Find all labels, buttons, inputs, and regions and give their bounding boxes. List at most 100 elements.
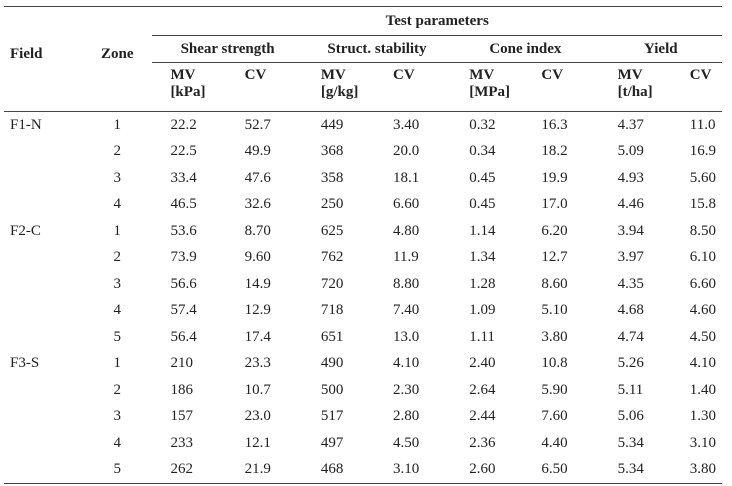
cv-cell: 3.10 (393, 456, 452, 484)
mv-cell: 262 (170, 456, 245, 484)
mv-cell: 157 (170, 408, 193, 425)
spacer-cell (600, 351, 618, 378)
table-body: F1-N 1 22.2 52.7 449 3.40 0.32 16.3 4.37 11.0 2 22.… (4, 112, 722, 484)
field-cell (4, 245, 82, 272)
spacer-cell (152, 245, 170, 272)
spacer-cell (152, 324, 170, 351)
mv-label: MV (170, 67, 196, 83)
zone-cell: 2 (113, 381, 122, 398)
cv-cell: 5.60 (689, 169, 717, 186)
zone-cell: 5 (113, 328, 122, 345)
mv-cell: 57.4 (170, 302, 197, 319)
cv-cell: 10.7 (244, 381, 271, 398)
zone-cell: 1 (113, 116, 122, 133)
spacer-cell (600, 192, 618, 219)
spacer-cell (600, 404, 618, 431)
cv-cell: 8.70 (244, 222, 271, 239)
spacer-cell (600, 377, 618, 404)
table-row: F2-C 1 53.6 8.70 625 4.80 1.14 6.20 3.94 8.50 (4, 218, 722, 245)
cv-cell: 23.0 (244, 408, 271, 425)
mv-cell: 468 (320, 456, 394, 484)
spacer-cell (451, 139, 469, 166)
cv-cell: 5.10 (541, 302, 568, 319)
mv-cell: 5.34 (617, 456, 690, 484)
field-cell (4, 324, 82, 351)
field-cell (4, 192, 82, 219)
spacer-cell (600, 165, 618, 192)
cv-cell: 17.4 (244, 328, 271, 345)
mv-cell: 2.44 (469, 408, 496, 425)
spacer-cell (451, 271, 469, 298)
mv-cell: 4.35 (617, 275, 644, 292)
table-row: 5 56.4 17.4 651 13.0 1.11 3.80 4.74 4.50 (4, 324, 722, 351)
spacer-cell (152, 377, 170, 404)
field-cell: F1-N (10, 116, 42, 133)
cv-cell: 18.1 (393, 169, 420, 186)
mv-cell: 1.11 (469, 328, 495, 345)
cv-cell: 7.40 (393, 302, 420, 319)
cv-cell: 9.60 (244, 249, 271, 266)
mv-cell: 56.4 (170, 328, 197, 345)
mv-label: MV (617, 67, 643, 83)
mv-cell: 517 (320, 408, 344, 425)
table-row: F3-S 1 210 23.3 490 4.10 2.40 10.8 5.26 4.10 (4, 351, 722, 378)
zone-cell: 2 (113, 249, 122, 266)
spacer-cell (152, 192, 170, 219)
header-cv-cone: CV (541, 62, 600, 112)
mv-cell: 1.09 (469, 302, 496, 319)
header-mv-yield: MV [t/ha] (617, 62, 690, 112)
cv-cell: 52.7 (244, 116, 271, 133)
table-row: 3 157 23.0 517 2.80 2.44 7.60 5.06 1.30 (4, 404, 722, 431)
cv-cell: 4.50 (689, 328, 717, 345)
spacer-cell (152, 456, 171, 484)
mv-label: MV (320, 67, 346, 83)
spacer-cell (451, 112, 469, 139)
cv-cell: 16.3 (541, 116, 568, 133)
mv-cell: 4.68 (617, 302, 644, 319)
spacer-cell (303, 165, 321, 192)
cv-cell: 11.0 (689, 116, 716, 133)
cv-cell: 3.10 (689, 434, 717, 451)
spacer-cell (152, 112, 170, 139)
mv-cell: 0.34 (469, 143, 496, 160)
spacer-cell (451, 165, 469, 192)
spacer-cell (303, 139, 321, 166)
field-cell: F3-S (10, 355, 40, 372)
spacer-cell (303, 404, 321, 431)
header-mv-stability: MV [g/kg] (320, 62, 394, 112)
header-cone-index: Cone index (451, 35, 600, 63)
cv-cell: 4.10 (689, 355, 717, 372)
cv-cell: 14.9 (244, 275, 271, 292)
cv-cell: 19.9 (541, 169, 568, 186)
unit-label: [kPa] (170, 84, 206, 100)
mv-cell: 718 (320, 302, 344, 319)
spacer-cell (152, 404, 170, 431)
table-row: 5 262 21.9 468 3.10 2.60 6.50 5.34 3.80 (4, 456, 722, 484)
cv-cell: 3.80 (689, 456, 722, 484)
spacer-cell (152, 351, 170, 378)
zone-cell: 4 (113, 302, 122, 319)
spacer-cell (451, 430, 469, 457)
mv-cell: 0.32 (469, 116, 496, 133)
mv-cell: 651 (320, 328, 344, 345)
table-row: 2 73.9 9.60 762 11.9 1.34 12.7 3.97 6.10 (4, 245, 722, 272)
mv-cell: 500 (320, 381, 344, 398)
mv-cell: 53.6 (170, 222, 197, 239)
spacer-cell (152, 298, 170, 325)
mv-cell: 5.06 (617, 408, 644, 425)
cv-cell: 18.2 (541, 143, 568, 160)
header-mv-cone: MV [MPa] (469, 62, 542, 112)
cv-cell: 21.9 (244, 456, 303, 484)
field-cell (4, 298, 82, 325)
spacer-cell (451, 404, 469, 431)
cv-cell: 1.40 (689, 381, 717, 398)
cv-cell: 6.20 (541, 222, 568, 239)
cv-cell: 6.10 (689, 249, 717, 266)
cv-cell: 3.80 (541, 328, 568, 345)
header-struct-stability: Struct. stability (302, 35, 452, 63)
mv-cell: 0.45 (469, 169, 496, 186)
field-cell (4, 139, 82, 166)
cv-cell: 8.60 (541, 275, 568, 292)
mv-cell: 2.36 (469, 434, 496, 451)
spacer-cell (451, 192, 469, 219)
